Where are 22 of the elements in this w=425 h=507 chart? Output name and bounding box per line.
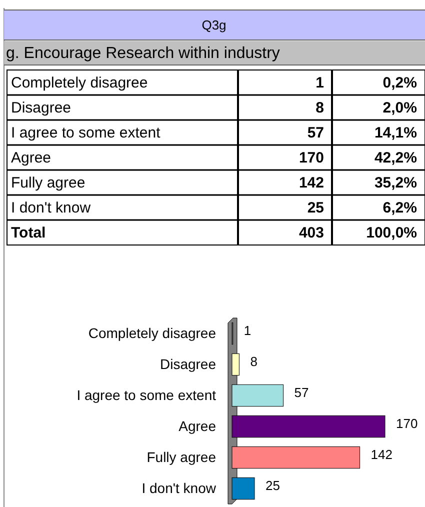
bar: [232, 384, 284, 407]
data-label: 1: [244, 322, 252, 338]
y-tick-label: Completely disagree: [88, 325, 216, 342]
data-label: 25: [266, 478, 280, 493]
subtitle-header: g. Encourage Research within industry: [4, 41, 425, 66]
y-tick-label: I agree to some extent: [76, 387, 216, 404]
chart-title: Q3g: [202, 17, 226, 32]
y-tick-label: Disagree: [160, 356, 216, 372]
y-tick-label: Fully agree: [146, 449, 216, 466]
bar: [232, 415, 386, 438]
data-label: 8: [250, 354, 258, 369]
data-label: 57: [294, 384, 309, 400]
title-header: Q3g: [4, 10, 425, 40]
chart-subtitle: g. Encourage Research within industry: [6, 45, 280, 62]
bar: [232, 477, 255, 500]
bar: [232, 353, 240, 376]
data-label: 170: [396, 416, 418, 431]
y-tick-label: I don't know: [142, 480, 217, 496]
y-tick-label: Agree: [178, 418, 216, 434]
data-label: 142: [370, 446, 393, 462]
bar: [232, 446, 360, 469]
table: Completely disagree 1 0,2% Disagree 8 2,0% I agree to some extent 57 14,1% Agree 170 42,2% Fully agree 142 35,2% I don't know 25 6,2% Total 403 100,0%: [6, 70, 425, 246]
